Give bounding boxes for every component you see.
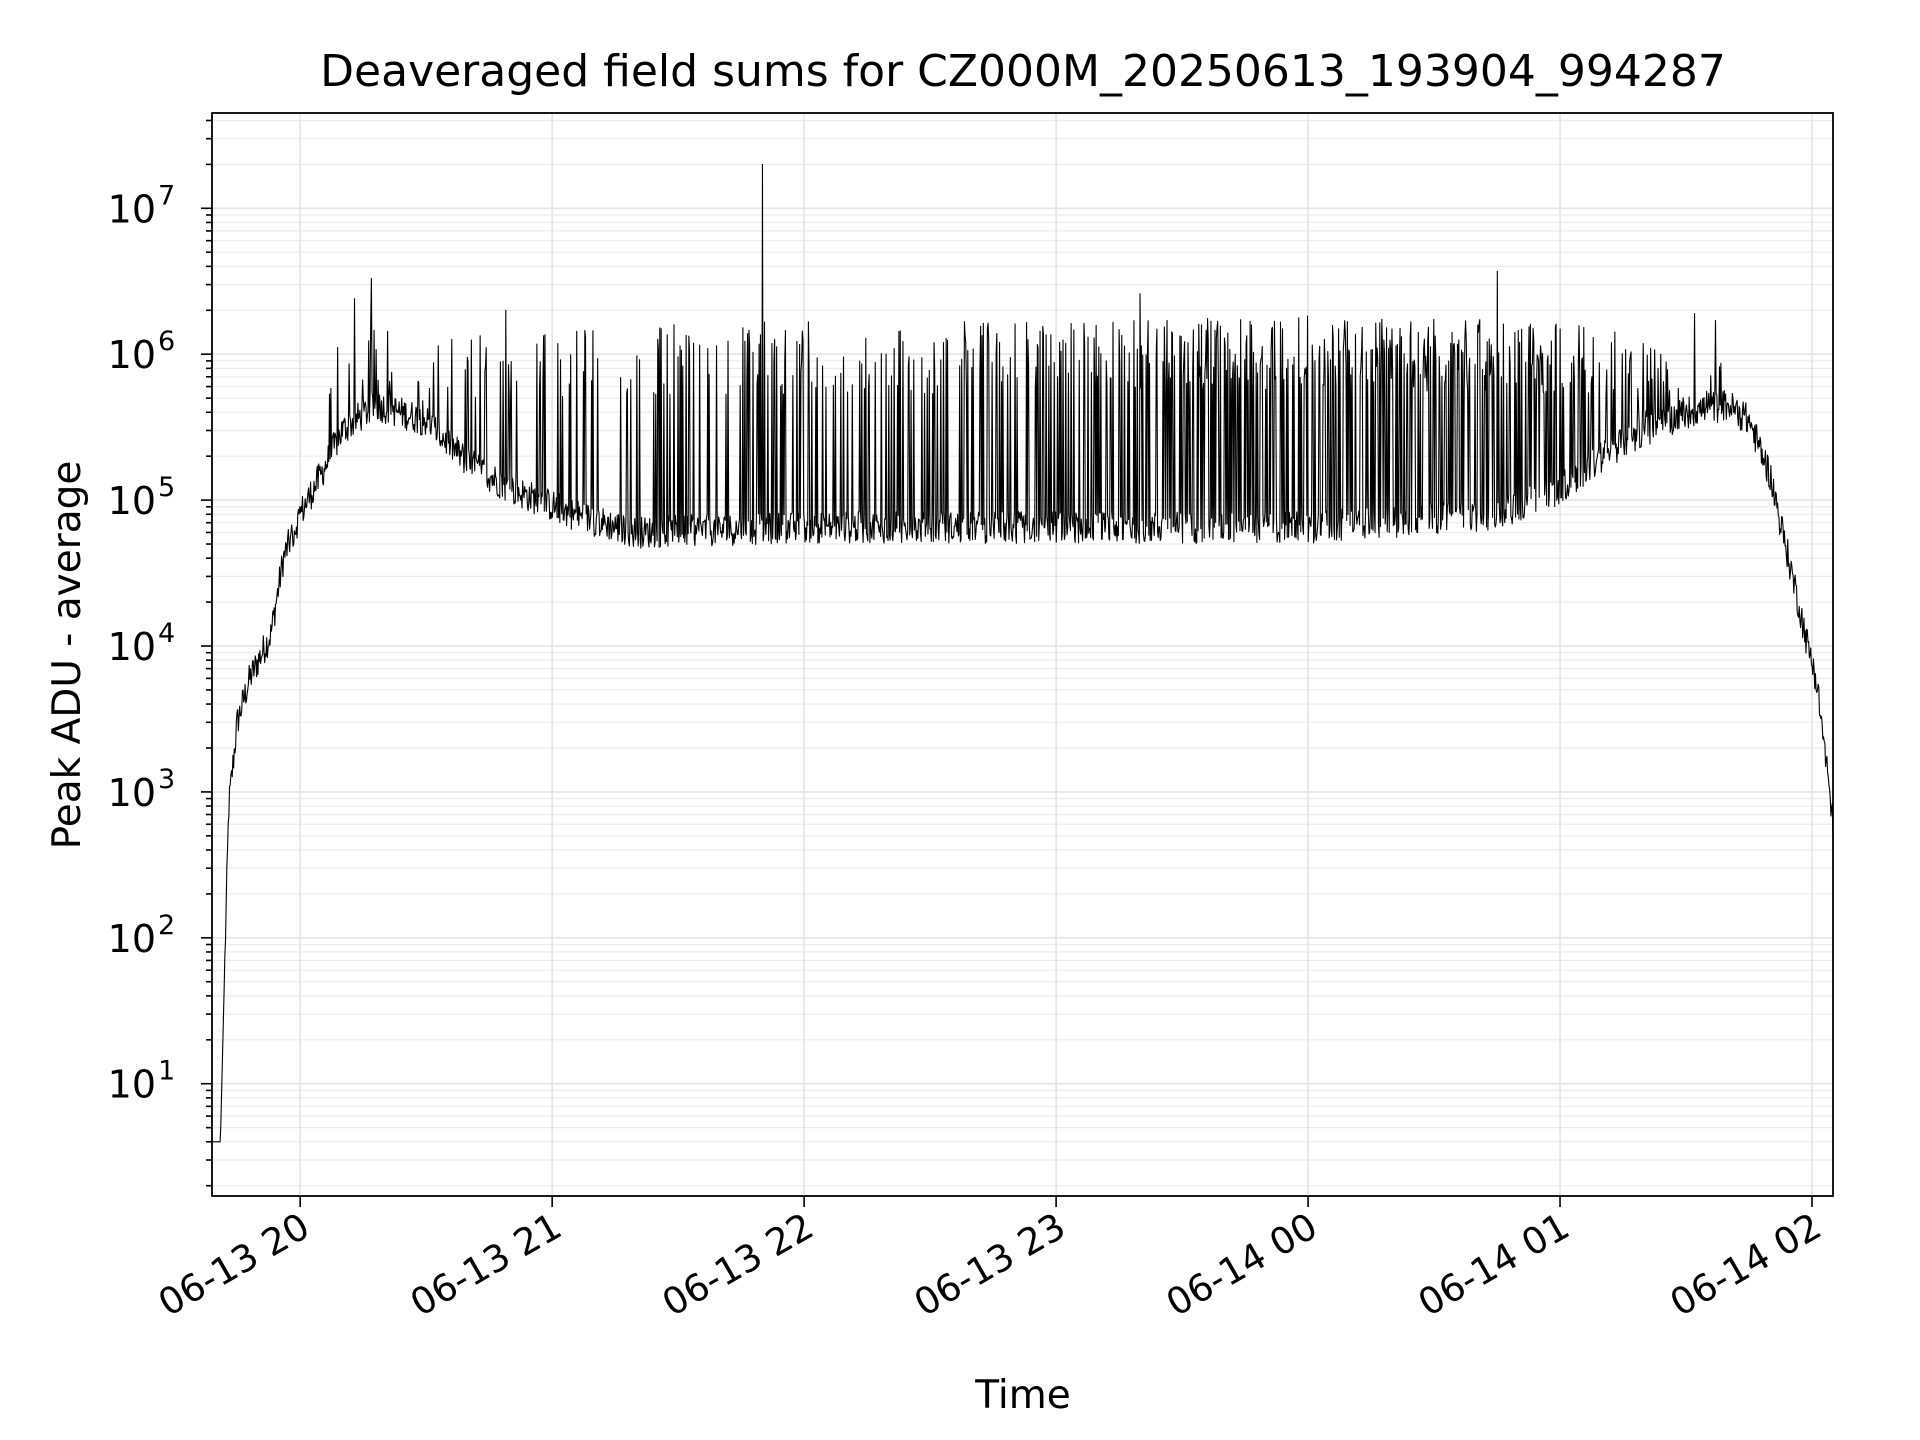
- x-tick-label: 06-13 20: [151, 1205, 317, 1325]
- plot-frame: [211, 112, 1834, 1197]
- grid: [212, 113, 1833, 1196]
- y-tick-label-exponent: 4: [158, 618, 175, 649]
- chart-title: Deaveraged field sums for CZ000M_2025061…: [320, 46, 1726, 97]
- x-tick-label: 06-14 01: [1411, 1205, 1577, 1325]
- series-line: [212, 163, 1834, 1143]
- y-tick-label: 10: [108, 187, 156, 231]
- y-tick-label-exponent: 3: [158, 764, 175, 795]
- y-tick-label: 10: [108, 625, 156, 669]
- x-axis-label: Time: [974, 1373, 1070, 1418]
- x-tick-label: 06-14 00: [1159, 1205, 1325, 1325]
- x-tick-label: 06-14 02: [1663, 1205, 1829, 1325]
- x-tick-label: 06-13 23: [907, 1205, 1073, 1325]
- y-tick-label-exponent: 1: [158, 1056, 175, 1087]
- y-axis-label: Peak ADU - average: [45, 461, 90, 850]
- y-tick-label: 10: [108, 479, 156, 523]
- x-tick-label: 06-13 22: [655, 1205, 821, 1325]
- y-tick-label-exponent: 5: [158, 472, 175, 503]
- y-tick-label: 10: [108, 1063, 156, 1107]
- y-tick-label-exponent: 6: [158, 326, 175, 357]
- y-tick-label-exponent: 2: [158, 910, 175, 941]
- y-tick-label: 10: [108, 333, 156, 377]
- x-axis: 06-13 20 06-13 21 06-13 22 06-13 23 06-14 00…: [151, 1196, 1829, 1325]
- y-tick-label: 10: [108, 917, 156, 961]
- y-tick-label: 10: [108, 771, 156, 815]
- y-tick-label-exponent: 7: [158, 180, 175, 211]
- x-tick-label: 06-13 21: [403, 1205, 569, 1325]
